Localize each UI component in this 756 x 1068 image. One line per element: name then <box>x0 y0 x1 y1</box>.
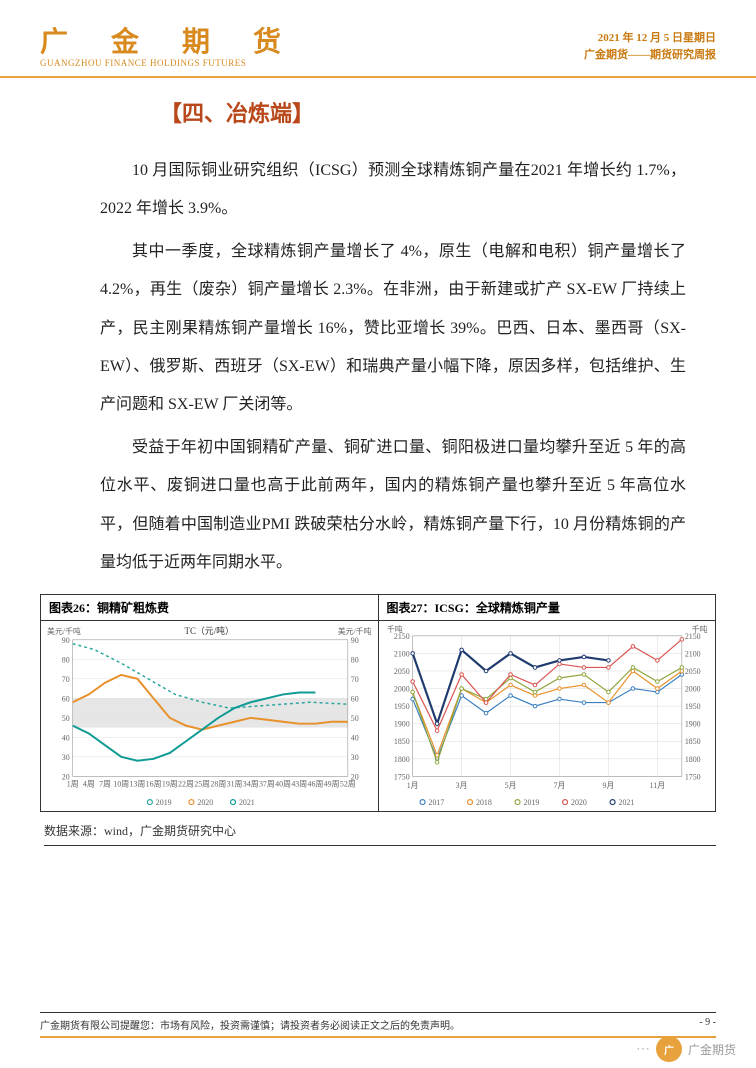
svg-text:1800: 1800 <box>684 755 700 764</box>
svg-text:美元/千吨: 美元/千吨 <box>338 626 372 636</box>
wechat-name: 广金期货 <box>688 1041 736 1058</box>
paragraph-3: 受益于年初中国铜精矿产量、铜矿进口量、铜阳极进口量均攀升至近 5 年的高位水平、… <box>100 429 686 583</box>
svg-text:5月: 5月 <box>504 782 516 791</box>
wechat-icon: ⋯ <box>636 1041 650 1058</box>
header: 广 金 期 货 GUANGZHOU FINANCE HOLDINGS FUTUR… <box>0 0 756 78</box>
header-subline: 广金期货——期货研究周报 <box>584 47 716 64</box>
svg-text:千吨: 千吨 <box>691 624 707 634</box>
svg-text:2050: 2050 <box>684 667 700 676</box>
svg-text:1900: 1900 <box>684 720 700 729</box>
svg-text:2018: 2018 <box>475 798 491 807</box>
charts-row: 图表26：铜精矿粗炼费 2020 30 30 40 40 50 50 60 60 70 70 80 80… <box>40 594 716 812</box>
svg-text:40周: 40周 <box>275 780 291 789</box>
svg-text:2019: 2019 <box>523 798 539 807</box>
svg-text:1850: 1850 <box>684 738 700 747</box>
svg-text:2100: 2100 <box>684 650 700 659</box>
chart-27-body: 1750 1750 1800 1800 1850 1850 1900 1900 1950 1950… <box>379 621 716 811</box>
svg-text:30: 30 <box>62 753 70 762</box>
svg-text:40: 40 <box>62 734 70 743</box>
content: 【四、冶炼端】 10 月国际铜业研究组织（ICSG）预测全球精炼铜产量在2021… <box>0 78 756 582</box>
svg-text:TC（元/吨）: TC（元/吨） <box>185 625 234 636</box>
svg-text:1850: 1850 <box>393 738 409 747</box>
svg-text:31周: 31周 <box>227 780 243 789</box>
svg-text:7月: 7月 <box>553 782 565 791</box>
svg-text:2000: 2000 <box>684 685 700 694</box>
svg-text:43周: 43周 <box>291 780 307 789</box>
svg-text:1750: 1750 <box>684 773 700 782</box>
svg-text:2021: 2021 <box>239 798 255 807</box>
svg-text:70: 70 <box>351 675 359 684</box>
header-date: 2021 年 12 月 5 日星期日 <box>584 30 716 47</box>
svg-text:2017: 2017 <box>428 798 444 807</box>
chart-26-svg: 2020 30 30 40 40 50 50 60 60 70 70 80 80 90 90 TC（元/吨） 美… <box>41 621 378 811</box>
svg-text:2050: 2050 <box>393 667 409 676</box>
chart-26: 图表26：铜精矿粗炼费 2020 30 30 40 40 50 50 60 60 70 70 80 80… <box>40 594 379 812</box>
footer-page-number: - 9 - <box>699 1017 716 1032</box>
footer-left: 广金期货有限公司提醒您：市场有风险，投资需谨慎；请投资者务必阅读正文之后的免责声… <box>40 1017 460 1032</box>
svg-text:1950: 1950 <box>393 702 409 711</box>
svg-text:50: 50 <box>351 714 359 723</box>
page: 广 金 期 货 GUANGZHOU FINANCE HOLDINGS FUTUR… <box>0 0 756 1068</box>
svg-text:4周: 4周 <box>83 780 95 789</box>
svg-text:90: 90 <box>62 636 70 645</box>
svg-text:50: 50 <box>62 714 70 723</box>
svg-text:10周: 10周 <box>113 780 129 789</box>
chart-27-title: 图表27：ICSG：全球精炼铜产量 <box>379 595 716 621</box>
svg-text:1900: 1900 <box>393 720 409 729</box>
svg-text:37周: 37周 <box>259 780 275 789</box>
svg-text:1950: 1950 <box>684 702 700 711</box>
svg-text:70: 70 <box>62 675 70 684</box>
svg-text:60: 60 <box>351 695 359 704</box>
chart-26-title: 图表26：铜精矿粗炼费 <box>41 595 378 621</box>
wechat-avatar: 广 <box>656 1036 682 1062</box>
svg-text:7周: 7周 <box>99 780 111 789</box>
svg-text:1月: 1月 <box>406 782 418 791</box>
svg-text:美元/千吨: 美元/千吨 <box>47 626 81 636</box>
svg-text:60: 60 <box>62 695 70 704</box>
svg-text:52周: 52周 <box>340 780 356 789</box>
svg-text:2020: 2020 <box>571 798 587 807</box>
svg-text:9月: 9月 <box>602 782 614 791</box>
svg-text:90: 90 <box>351 636 359 645</box>
footer: 广金期货有限公司提醒您：市场有风险，投资需谨慎；请投资者务必阅读正文之后的免责声… <box>40 1012 716 1038</box>
logo-block: 广 金 期 货 GUANGZHOU FINANCE HOLDINGS FUTUR… <box>40 20 299 68</box>
chart-26-body: 2020 30 30 40 40 50 50 60 60 70 70 80 80 90 90 TC（元/吨） 美… <box>41 621 378 811</box>
svg-text:34周: 34周 <box>243 780 259 789</box>
chart-27: 图表27：ICSG：全球精炼铜产量 1750 1750 1800 1800 1850 18… <box>379 594 717 812</box>
svg-text:22周: 22周 <box>178 780 194 789</box>
logo-cn: 广 金 期 货 <box>40 20 299 60</box>
svg-text:28周: 28周 <box>210 780 226 789</box>
svg-text:2100: 2100 <box>393 650 409 659</box>
logo-en: GUANGZHOU FINANCE HOLDINGS FUTURES <box>40 58 299 68</box>
svg-text:1周: 1周 <box>67 780 79 789</box>
svg-text:11月: 11月 <box>649 782 665 791</box>
svg-text:80: 80 <box>62 656 70 665</box>
svg-text:25周: 25周 <box>194 780 210 789</box>
svg-text:2000: 2000 <box>393 685 409 694</box>
svg-text:30: 30 <box>351 753 359 762</box>
section-title: 【四、冶炼端】 <box>160 96 686 128</box>
svg-text:2021: 2021 <box>618 798 634 807</box>
header-right: 2021 年 12 月 5 日星期日 广金期货——期货研究周报 <box>584 20 716 63</box>
svg-text:46周: 46周 <box>308 780 324 789</box>
svg-text:19周: 19周 <box>162 780 178 789</box>
svg-text:1800: 1800 <box>393 755 409 764</box>
svg-text:2020: 2020 <box>197 798 213 807</box>
svg-text:13周: 13周 <box>130 780 146 789</box>
data-source: 数据来源：wind，广金期货研究中心 <box>44 822 716 846</box>
svg-text:16周: 16周 <box>146 780 162 789</box>
wechat-tag: ⋯ 广 广金期货 <box>636 1036 736 1062</box>
svg-text:3月: 3月 <box>455 782 467 791</box>
svg-text:49周: 49周 <box>324 780 340 789</box>
svg-text:2019: 2019 <box>156 798 172 807</box>
paragraph-2: 其中一季度，全球精炼铜产量增长了 4%，原生（电解和电积）铜产量增长了 4.2%… <box>100 233 686 425</box>
paragraph-1: 10 月国际铜业研究组织（ICSG）预测全球精炼铜产量在2021 年增长约 1.… <box>100 152 686 229</box>
svg-text:40: 40 <box>351 734 359 743</box>
svg-text:千吨: 千吨 <box>386 624 402 634</box>
chart-27-svg: 1750 1750 1800 1800 1850 1850 1900 1900 1950 1950… <box>379 621 716 811</box>
svg-text:1750: 1750 <box>393 773 409 782</box>
svg-text:80: 80 <box>351 656 359 665</box>
